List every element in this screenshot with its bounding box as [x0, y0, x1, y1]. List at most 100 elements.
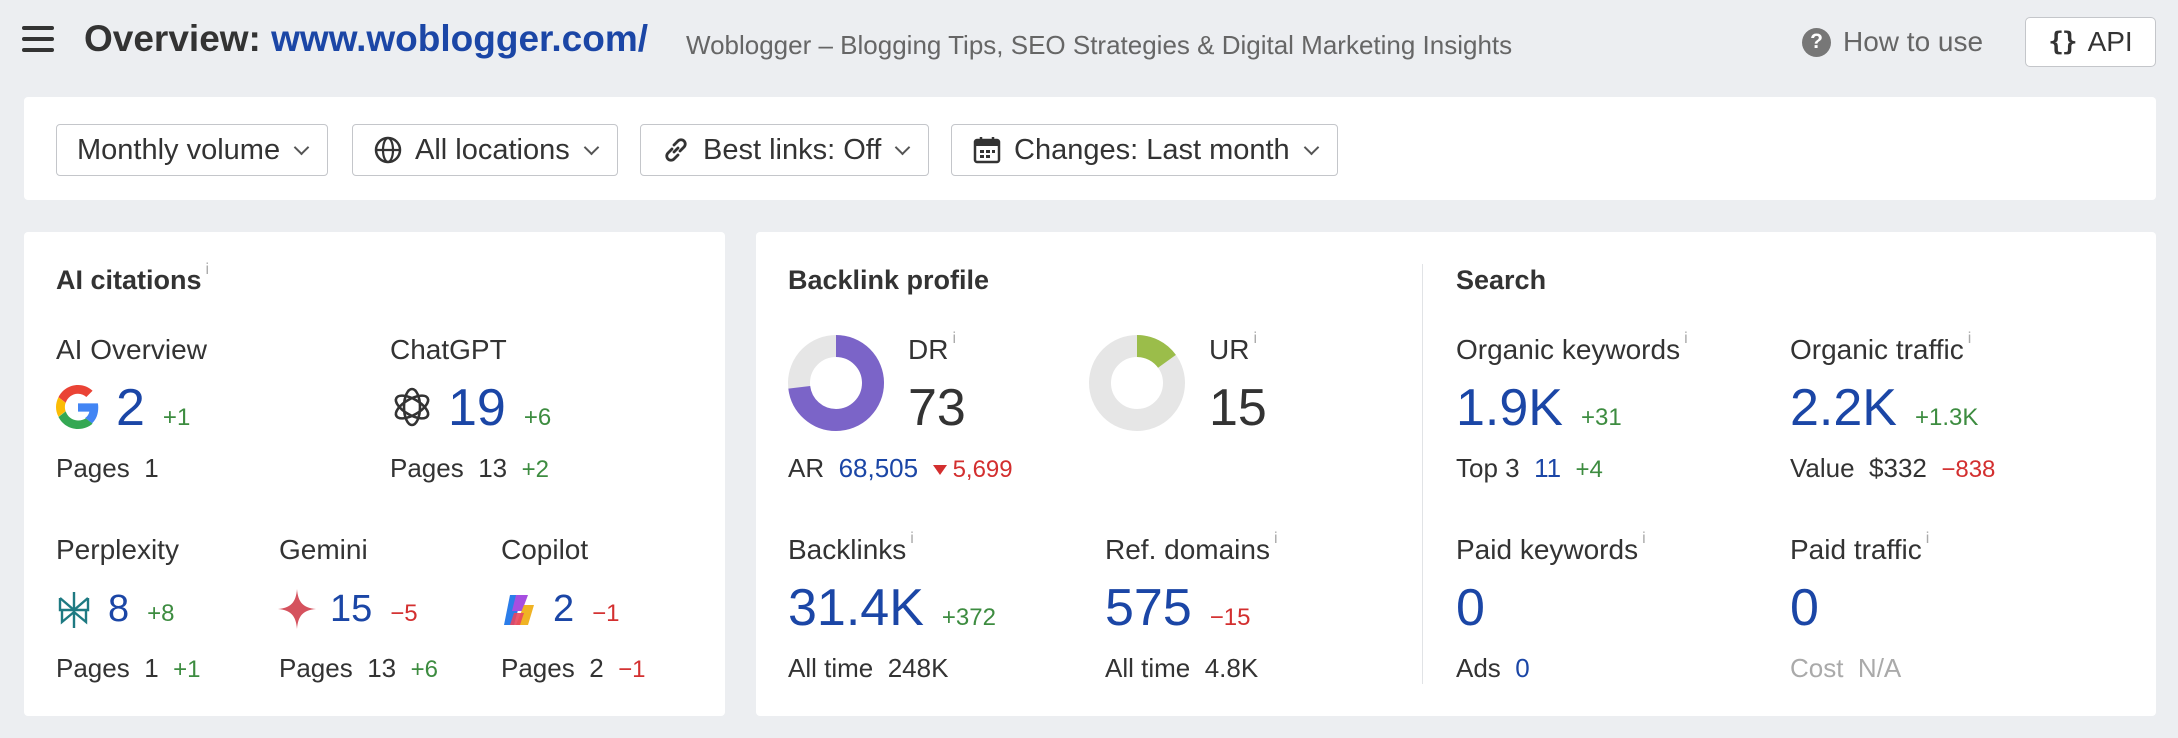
title-url-link[interactable]: www.woblogger.com/ [271, 18, 649, 59]
chevron-down-icon [293, 139, 310, 155]
ur-label: UR i [1209, 330, 1257, 366]
ai-overview-pages: Pages 1 [56, 453, 159, 484]
cost-value: N/A [1857, 653, 1902, 683]
organic-traffic-metric: 2.2K +1.3K [1790, 382, 1978, 434]
ai-citations-title: AI citations i [56, 261, 209, 296]
all-time-value: 4.8K [1204, 653, 1259, 683]
best-links-dropdown[interactable]: Best links: Off [640, 124, 930, 176]
pages-value[interactable]: 2 [589, 653, 604, 683]
paid-keywords-label-text: Paid keywords [1456, 534, 1639, 565]
locations-label: All locations [415, 133, 570, 166]
ref-domains-value[interactable]: 575 [1105, 579, 1192, 637]
calendar-icon [973, 137, 1001, 164]
gemini-value[interactable]: 15 [330, 588, 373, 630]
paid-keywords-value[interactable]: 0 [1456, 579, 1485, 637]
all-time-label: All time [1105, 653, 1191, 683]
organic-traffic-label-text: Organic traffic [1790, 334, 1964, 365]
organic-keywords-delta: +31 [1580, 404, 1622, 431]
backlinks-all-time: All time 248K [788, 653, 948, 684]
column-divider [1422, 264, 1423, 684]
dr-value: 73 [908, 379, 966, 437]
copilot-label: Copilot [501, 534, 589, 565]
gemini-delta: −5 [390, 600, 418, 627]
ref-domains-label: Ref. domains i [1105, 530, 1278, 566]
chatgpt-delta: +6 [523, 404, 552, 431]
volume-dropdown[interactable]: Monthly volume [56, 124, 329, 176]
chevron-down-icon [583, 139, 600, 155]
how-to-use-link[interactable]: ? How to use [1802, 24, 1983, 60]
pages-value[interactable]: 13 [478, 453, 508, 483]
ads-value[interactable]: 0 [1515, 653, 1530, 683]
pages-label: Pages [390, 453, 464, 483]
pages-delta: −1 [618, 656, 646, 683]
question-icon: ? [1802, 27, 1831, 57]
how-to-use-label: How to use [1843, 26, 1984, 57]
api-label: API [2087, 26, 2133, 57]
copilot-value[interactable]: 2 [553, 588, 575, 630]
cost-label: Cost [1790, 653, 1844, 683]
copilot-delta: −1 [592, 600, 620, 627]
ar-delta: 5,699 [952, 456, 1013, 483]
ur-label-text: UR [1209, 334, 1250, 365]
chatgpt-icon [394, 387, 430, 427]
info-icon[interactable]: i [205, 261, 210, 278]
gemini-pages: Pages 13 +6 [279, 653, 438, 684]
dr-donut-fill [788, 335, 884, 431]
pages-label: Pages [56, 653, 130, 683]
pages-label: Pages [501, 653, 575, 683]
dr-donut-chart [788, 335, 884, 431]
decrease-triangle-icon [932, 465, 947, 475]
info-icon[interactable]: i [1273, 530, 1278, 547]
ar-label: AR [788, 453, 825, 483]
paid-traffic-value[interactable]: 0 [1790, 579, 1819, 637]
chatgpt-value[interactable]: 19 [448, 379, 506, 437]
organic-traffic-label: Organic traffic i [1790, 330, 1971, 366]
info-icon[interactable]: i [1967, 330, 1972, 347]
organic-keywords-metric: 1.9K +31 [1456, 382, 1622, 434]
pages-delta: +2 [521, 456, 549, 483]
ai-overview-value[interactable]: 2 [116, 379, 145, 437]
ref-domains-label-text: Ref. domains [1105, 534, 1270, 565]
top3-row: Top 3 11 +4 [1456, 453, 1603, 484]
perplexity-delta: +8 [147, 600, 175, 627]
pages-label: Pages [56, 453, 130, 483]
info-icon[interactable]: i [952, 330, 957, 347]
backlinks-metric: 31.4K +372 [788, 582, 996, 634]
ar-value[interactable]: 68,505 [838, 453, 919, 483]
perplexity-value[interactable]: 8 [108, 588, 130, 630]
volume-label: Monthly volume [77, 133, 281, 166]
ai-citations-card [24, 232, 725, 716]
traffic-value-label: Value [1790, 453, 1855, 483]
top3-value[interactable]: 11 [1534, 453, 1562, 483]
chevron-down-icon [1303, 139, 1319, 155]
info-icon[interactable]: i [1684, 330, 1688, 347]
ai-citations-title-text: AI citations [56, 265, 202, 295]
pages-delta: +1 [173, 656, 201, 683]
info-icon[interactable]: i [1642, 530, 1646, 547]
organic-traffic-delta: +1.3K [1914, 404, 1979, 431]
google-icon [56, 385, 99, 429]
organic-traffic-value[interactable]: 2.2K [1790, 379, 1897, 437]
pages-value[interactable]: 1 [144, 453, 159, 483]
pages-delta: +6 [410, 656, 438, 683]
info-icon[interactable]: i [910, 530, 914, 547]
api-button[interactable]: {} API [2025, 17, 2156, 67]
perplexity-icon [58, 592, 90, 628]
pages-value[interactable]: 1 [144, 653, 159, 683]
info-icon[interactable]: i [1925, 530, 1930, 547]
ar-row: AR 68,505 5,699 [788, 453, 1013, 484]
backlinks-value[interactable]: 31.4K [788, 579, 924, 637]
locations-dropdown[interactable]: All locations [352, 124, 618, 176]
changes-dropdown[interactable]: Changes: Last month [951, 124, 1338, 176]
ai-overview-metric: 2 +1 [116, 382, 190, 434]
chatgpt-pages: Pages 13 +2 [390, 453, 549, 484]
ref-domains-all-time: All time 4.8K [1105, 653, 1258, 684]
pages-value[interactable]: 13 [367, 653, 397, 683]
paid-keywords-label: Paid keywords i [1456, 530, 1646, 566]
dr-label: DR i [908, 330, 956, 366]
search-title: Search [1456, 265, 1547, 295]
all-time-value: 248K [887, 653, 949, 683]
info-icon[interactable]: i [1253, 330, 1258, 347]
organic-keywords-value[interactable]: 1.9K [1456, 379, 1563, 437]
menu-hamburger-icon[interactable] [22, 26, 54, 52]
